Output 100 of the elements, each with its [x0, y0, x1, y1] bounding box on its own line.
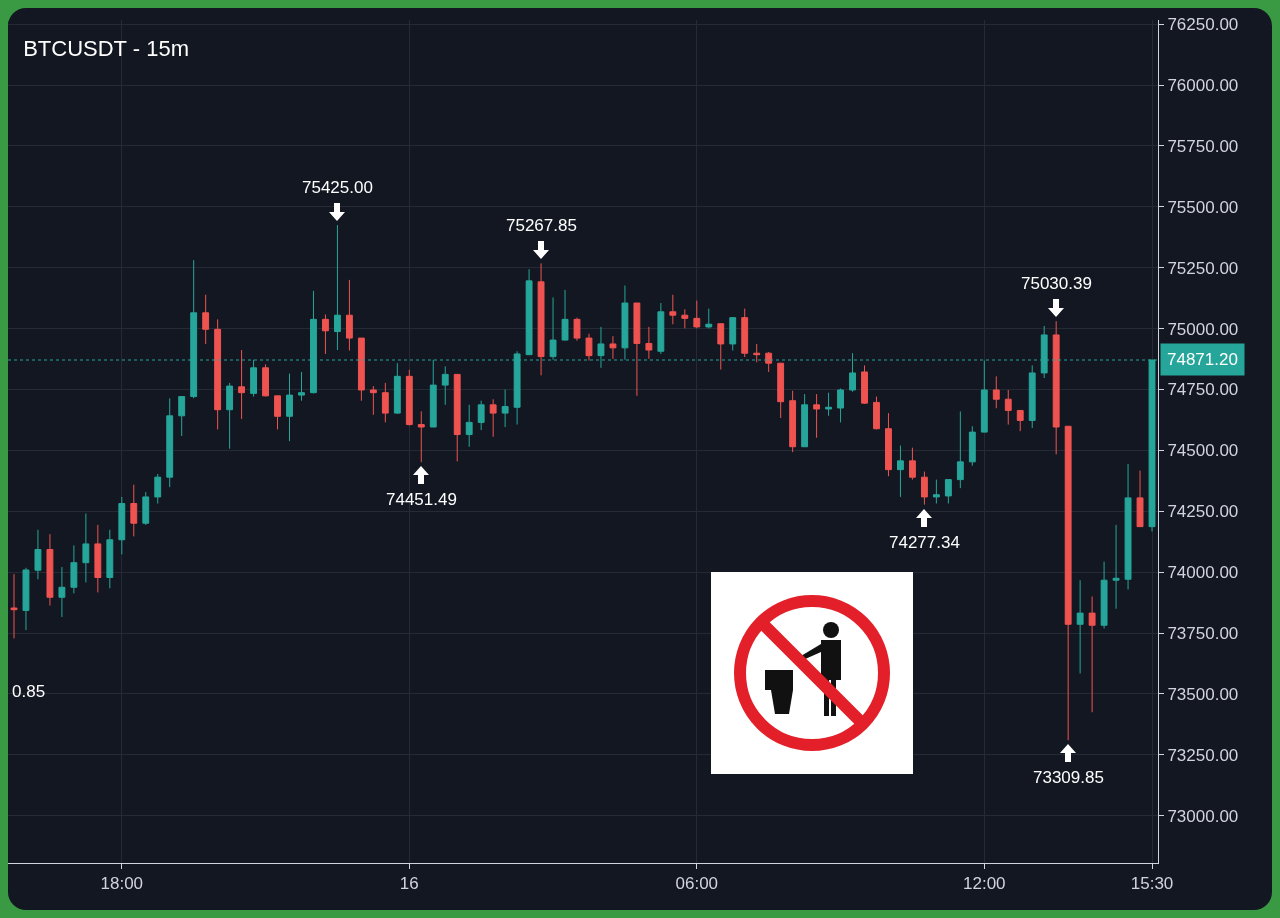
candlestick [46, 533, 54, 607]
candlestick [274, 395, 281, 430]
candlestick [118, 496, 126, 555]
candlestick [381, 382, 389, 423]
candlestick [154, 473, 162, 504]
candlestick [873, 396, 880, 430]
candlestick [1064, 425, 1072, 741]
candlestick [1004, 389, 1012, 426]
candlestick [908, 447, 916, 481]
candlestick [693, 300, 701, 329]
candlestick [705, 308, 713, 328]
candlestick [178, 396, 186, 437]
candlestick [369, 385, 377, 416]
x-tick-label: 15:30 [1130, 874, 1174, 894]
candlestick [166, 397, 174, 488]
text: BTCUSDT - 15m [23, 36, 190, 62]
candlestick [837, 388, 844, 423]
candlestick [609, 335, 617, 360]
candlestick [825, 392, 833, 417]
candlestick [585, 333, 593, 362]
candlestick [501, 389, 509, 428]
candlestick [633, 302, 641, 397]
candlestick [561, 289, 569, 342]
candlestick [753, 343, 761, 363]
candlestick [58, 566, 66, 618]
y-tick-label: 73250.00 [1167, 745, 1239, 765]
candlestick [1088, 596, 1096, 713]
candlestick [801, 393, 809, 448]
candlestick [765, 351, 773, 373]
candlestick [645, 326, 653, 360]
candlestick [573, 317, 581, 342]
annotation: 75425.00 [302, 178, 373, 197]
candlestick [729, 317, 737, 352]
y-tick-label: 74000.00 [1167, 563, 1239, 583]
candlestick [322, 313, 329, 355]
candlestick [10, 573, 18, 639]
annotation: 75267.85 [506, 216, 577, 235]
candlestick [657, 302, 665, 355]
candlestick [1100, 561, 1108, 629]
candlestick [1112, 524, 1120, 610]
candlestick [681, 308, 689, 329]
candlestick [94, 524, 102, 593]
candlestick [813, 393, 821, 439]
candlestick [537, 262, 545, 376]
candlestick [861, 364, 868, 405]
candlestick [897, 445, 904, 498]
annotation: 74451.49 [386, 490, 457, 509]
candlestick [1016, 409, 1024, 432]
candlestick [1052, 320, 1060, 455]
candlestick [968, 425, 976, 467]
candlestick [82, 512, 90, 583]
candlestick [130, 484, 138, 537]
candlestick [298, 371, 305, 402]
annotation: 75030.39 [1021, 274, 1092, 293]
y-tick-label: 74750.00 [1167, 380, 1239, 400]
candlestick [357, 337, 365, 402]
candlestick [405, 369, 413, 427]
candlestick [525, 268, 533, 356]
candlestick [777, 362, 785, 419]
candlestick [477, 400, 485, 431]
candlestick [142, 491, 150, 526]
candlestick [202, 294, 210, 345]
annotation: 74277.34 [889, 533, 960, 552]
y-tick-label: 73750.00 [1167, 624, 1239, 644]
y-tick-label: 74250.00 [1167, 502, 1239, 522]
annotation: 73309.85 [1033, 768, 1104, 787]
candlestick [226, 382, 234, 450]
y-tick-label: 76000.00 [1167, 75, 1239, 95]
candlestick [885, 412, 892, 477]
y-tick-label: 76250.00 [1167, 15, 1239, 35]
y-tick-label: 75750.00 [1167, 136, 1239, 156]
candlestick [669, 294, 677, 325]
annotation: 0.85 [12, 682, 46, 701]
candlestick [956, 410, 964, 489]
candlestick [417, 410, 425, 463]
x-tick-label: 12:00 [963, 874, 1006, 894]
candlestick [717, 323, 725, 371]
candlestick [489, 398, 497, 438]
candlestick [238, 349, 246, 420]
candlestick [441, 365, 449, 406]
candlestick [789, 390, 797, 453]
y-tick-label: 75500.00 [1167, 197, 1239, 217]
candlestick [980, 360, 988, 433]
candlestick [1124, 463, 1132, 590]
candlestick [22, 567, 30, 631]
candlestick [1136, 470, 1144, 528]
candlestick [932, 479, 940, 504]
candlestick [345, 279, 353, 352]
candlestick [286, 373, 293, 442]
x-tick-label: 16 [399, 874, 419, 894]
candlestick [262, 363, 269, 398]
candlestick [1028, 364, 1036, 429]
candlestick [465, 404, 473, 448]
candlestick [992, 375, 1000, 409]
candlestick [944, 479, 952, 504]
candlestick [393, 362, 401, 415]
x-tick-label: 06:00 [675, 874, 719, 894]
candlestick [70, 544, 78, 594]
y-tick-label: 73000.00 [1167, 806, 1239, 826]
y-tick-label: 74500.00 [1167, 441, 1239, 461]
